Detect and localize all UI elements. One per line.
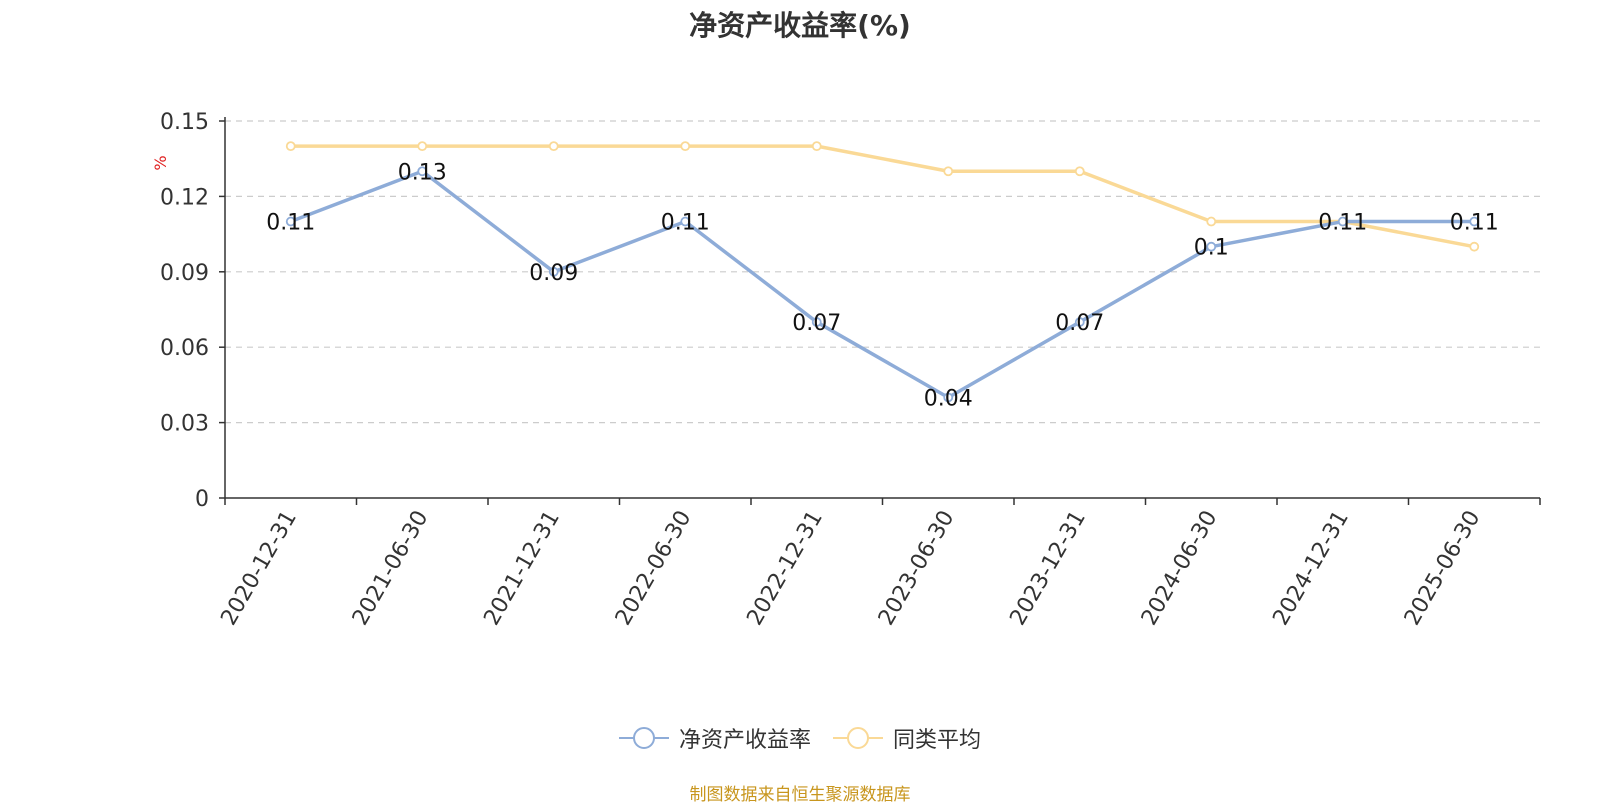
chart-title: 净资产收益率(%): [689, 9, 911, 42]
data-point-main: [1206, 241, 1217, 252]
data-point-main: [1469, 216, 1480, 227]
data-label: 0.09: [529, 261, 578, 286]
data-point-avg: [680, 141, 691, 152]
legend-line-circle-icon: [618, 727, 669, 749]
y-unit-label: %: [151, 155, 170, 170]
y-tick-label: 0.15: [160, 110, 209, 135]
x-tick-label: 2025-06-30: [1400, 507, 1486, 630]
x-tick-label: 2022-06-30: [611, 507, 697, 630]
x-tick-label: 2021-12-31: [479, 507, 565, 630]
x-tick-label: 2023-06-30: [874, 507, 960, 630]
legend-item-main[interactable]: 净资产收益率: [618, 722, 811, 754]
data-label: 0.07: [792, 311, 841, 336]
legend-line-circle-icon: [833, 727, 883, 749]
data-point-avg: [1074, 166, 1085, 177]
data-label: 0.07: [1055, 311, 1104, 336]
data-point-main: [548, 266, 559, 277]
data-point-main: [680, 216, 691, 227]
y-tick-label: 0.03: [160, 412, 209, 437]
data-point-main: [811, 317, 822, 327]
x-tick-label: 2022-12-31: [742, 507, 828, 630]
legend-item-avg[interactable]: 同类平均: [833, 722, 981, 754]
data-label: 0.11: [1450, 211, 1499, 236]
x-tick-label: 2024-12-31: [1268, 507, 1354, 630]
x-tick-label: 2021-06-30: [348, 507, 434, 630]
legend-label-main: 净资产收益率: [678, 728, 811, 753]
data-point-avg: [1206, 216, 1217, 227]
data-point-avg: [548, 141, 559, 152]
data-label: 0.11: [266, 211, 315, 236]
y-tick-label: 0.06: [160, 336, 209, 361]
y-tick-label: 0: [195, 487, 209, 512]
series-line-avg: [290, 144, 1475, 249]
source-note: 制图数据来自恒生聚源数据库: [689, 785, 911, 805]
data-point-avg: [285, 141, 296, 152]
data-point-avg: [811, 141, 822, 152]
data-label: 0.04: [924, 386, 973, 411]
y-tick-label: 0.09: [160, 261, 209, 286]
y-tick-label: 0.12: [160, 185, 209, 210]
data-point-main: [417, 166, 428, 177]
series-line-main: [290, 169, 1475, 400]
data-labels: 0.11 0.13 0.09 0.11 0.07 0.04 0.07 0.1 0.11 0.11: [266, 160, 1498, 411]
data-point-main: [1337, 216, 1348, 227]
data-point-main: [1074, 317, 1085, 327]
data-point-main: [285, 216, 296, 227]
legend-label-avg: 同类平均: [893, 728, 982, 753]
series-lines: [285, 141, 1480, 403]
data-point-avg: [417, 141, 428, 152]
x-tick-label: 2023-12-31: [1005, 507, 1091, 630]
data-point-main: [943, 392, 954, 403]
axes: 0 0.03 0.06 0.09 0.12 0.15% 2020-12-31 2021-06-…: [151, 110, 1541, 630]
data-label: 0.11: [661, 211, 710, 236]
legend: 净资产收益率 同类平均: [0, 722, 1600, 754]
data-label: 0.1: [1194, 236, 1229, 261]
x-tick-label: 2024-06-30: [1137, 507, 1223, 630]
x-tick-label: 2020-12-31: [216, 507, 302, 630]
data-label: 0.11: [1318, 211, 1367, 236]
data-label: 0.13: [398, 160, 447, 185]
data-point-avg: [1469, 241, 1480, 252]
data-point-avg: [943, 166, 954, 177]
